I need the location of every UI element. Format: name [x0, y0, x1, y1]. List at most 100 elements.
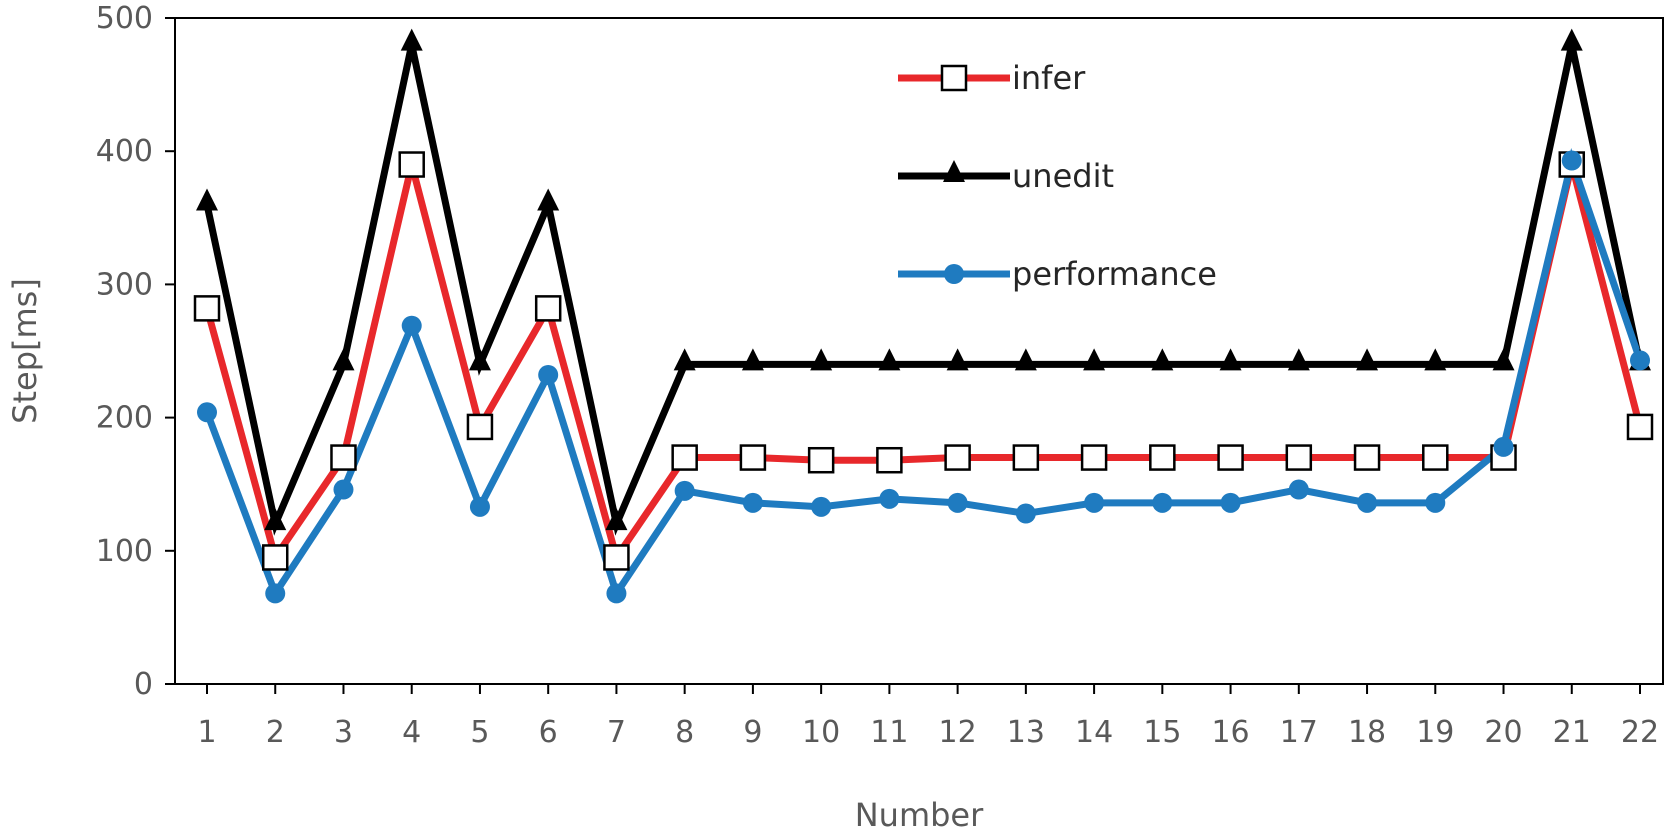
legend-label-performance: performance	[1012, 255, 1217, 293]
data-point-infer	[330, 444, 357, 471]
data-point-unedit	[264, 508, 287, 531]
data-point-unedit	[741, 348, 764, 371]
data-point-performance	[1084, 492, 1105, 513]
x-tick-label: 6	[539, 715, 558, 750]
data-point-infer	[1353, 444, 1381, 471]
legend: infer unedit performance	[898, 59, 1217, 293]
data-point-performance	[401, 315, 422, 336]
x-tick-label: 11	[870, 715, 908, 750]
x-tick-label: 8	[675, 715, 694, 750]
data-point-infer	[1626, 413, 1654, 441]
data-point-infer	[193, 295, 221, 322]
data-point-infer	[739, 444, 767, 471]
series-lines	[203, 43, 1644, 602]
series-markers	[193, 28, 1654, 604]
data-point-infer	[261, 544, 289, 571]
data-point-performance	[811, 496, 832, 517]
data-point-unedit	[946, 348, 969, 371]
x-tick-label: 21	[1553, 715, 1591, 750]
data-point-infer	[876, 446, 903, 474]
data-point-unedit	[1014, 348, 1037, 371]
data-point-unedit	[1083, 348, 1106, 371]
legend-label-unedit: unedit	[1012, 157, 1114, 195]
data-point-performance	[1357, 492, 1378, 513]
x-tick-label: 4	[402, 715, 421, 750]
y-axis-ticks: 0 100 200 300 400 500	[96, 1, 175, 702]
x-axis-ticks: 1 2 3 4 5 6 7 8 9 10 11 12 13 14 15 16 17 18 19 20 21 22	[197, 684, 1659, 750]
plot-frame	[174, 17, 1664, 685]
legend-marker-performance	[944, 264, 964, 284]
data-point-unedit	[1151, 348, 1174, 371]
data-point-unedit	[1287, 348, 1310, 371]
x-tick-label: 7	[607, 715, 626, 750]
legend-marker-infer	[940, 64, 968, 92]
data-point-performance	[742, 492, 763, 513]
data-point-unedit	[878, 348, 901, 371]
series-line-infer	[203, 163, 1644, 566]
data-point-infer	[466, 413, 494, 441]
data-point-unedit	[1560, 28, 1583, 51]
data-point-unedit	[605, 508, 628, 531]
x-tick-label: 9	[743, 715, 762, 750]
data-point-unedit	[468, 348, 491, 371]
data-point-performance	[1220, 492, 1241, 513]
data-point-unedit	[673, 348, 696, 371]
legend-label-infer: infer	[1012, 59, 1086, 97]
data-point-performance	[469, 496, 490, 517]
x-tick-label: 17	[1280, 715, 1318, 750]
x-tick-label: 16	[1211, 715, 1249, 750]
data-point-infer	[398, 151, 425, 178]
y-tick-label: 300	[96, 267, 153, 302]
data-point-infer	[1149, 444, 1176, 471]
data-point-performance	[1561, 150, 1582, 171]
data-point-unedit	[810, 348, 833, 371]
x-tick-label: 15	[1143, 715, 1181, 750]
data-point-infer	[1285, 444, 1313, 471]
data-point-unedit	[400, 28, 423, 51]
data-point-performance	[1015, 503, 1036, 524]
legend-marker-unedit	[943, 160, 965, 182]
data-point-unedit	[332, 348, 355, 371]
data-point-performance	[333, 479, 354, 500]
data-point-unedit	[537, 188, 560, 211]
data-point-performance	[1288, 479, 1309, 500]
y-tick-label: 200	[96, 401, 153, 436]
data-point-infer	[671, 444, 698, 471]
data-point-performance	[1630, 350, 1650, 371]
data-point-infer	[1080, 444, 1108, 471]
data-point-performance	[674, 480, 695, 501]
x-tick-label: 22	[1621, 715, 1659, 750]
x-tick-label: 14	[1075, 715, 1113, 750]
data-point-infer	[807, 446, 835, 474]
x-tick-label: 3	[334, 715, 353, 750]
data-point-infer	[603, 544, 630, 571]
x-tick-label: 19	[1416, 715, 1454, 750]
x-tick-label: 13	[1007, 715, 1045, 750]
data-point-infer	[944, 444, 971, 471]
data-point-performance	[538, 364, 559, 385]
x-tick-label: 20	[1484, 715, 1522, 750]
data-point-performance	[606, 583, 627, 604]
data-point-performance	[197, 402, 217, 423]
data-point-unedit	[1219, 348, 1242, 371]
x-tick-label: 18	[1348, 715, 1386, 750]
data-point-unedit	[196, 188, 218, 211]
data-point-performance	[947, 492, 968, 513]
x-tick-label: 12	[939, 715, 977, 750]
data-point-infer	[1012, 444, 1040, 471]
y-tick-label: 400	[96, 134, 153, 169]
data-point-performance	[1152, 492, 1173, 513]
x-tick-label: 5	[470, 715, 489, 750]
y-tick-label: 100	[96, 534, 153, 569]
data-point-infer	[1422, 444, 1449, 471]
data-point-unedit	[1424, 348, 1447, 371]
y-tick-label: 500	[96, 1, 153, 36]
series-line-unedit	[203, 43, 1644, 536]
x-axis-title: Number	[855, 796, 984, 834]
series-line-performance	[203, 147, 1644, 602]
data-point-performance	[265, 583, 286, 604]
x-tick-label: 10	[802, 715, 840, 750]
x-tick-label: 2	[266, 715, 285, 750]
data-point-infer	[534, 295, 562, 322]
